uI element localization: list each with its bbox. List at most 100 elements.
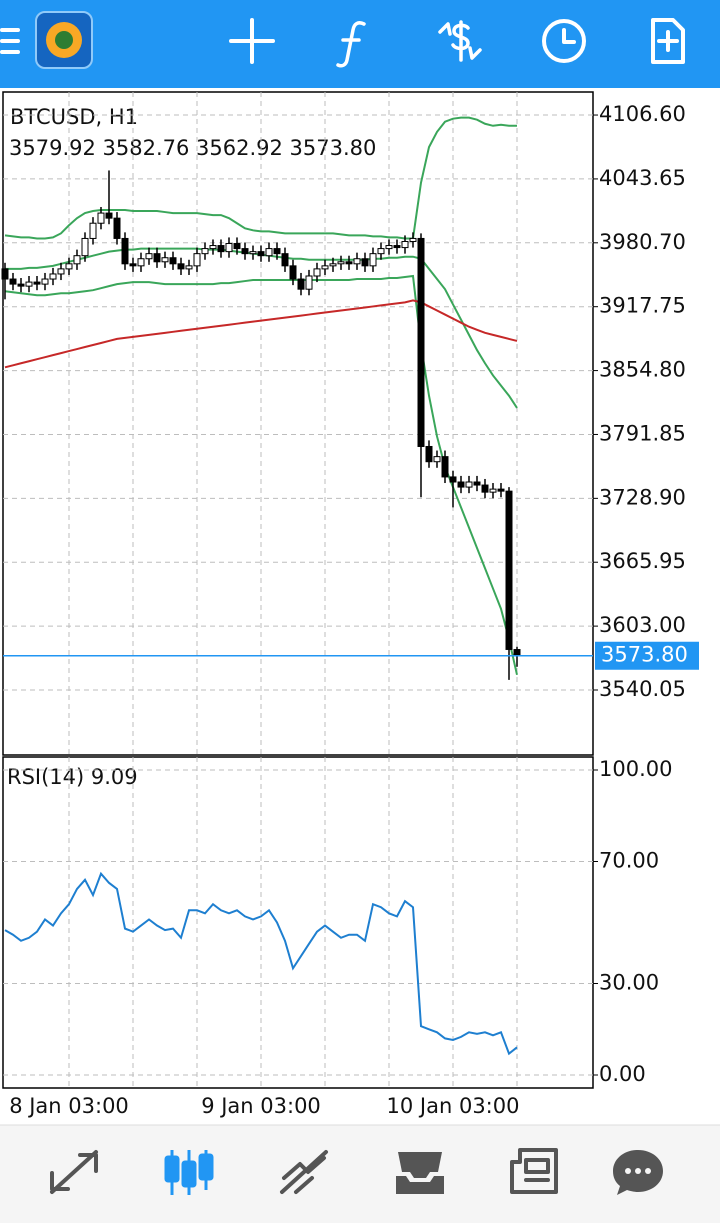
candle-body — [33, 281, 41, 285]
y-tick-label: 3791.85 — [599, 421, 686, 445]
quotes-tab[interactable] — [50, 1150, 98, 1194]
candle-body — [481, 484, 489, 493]
chart-title: BTCUSD, H1 — [10, 105, 138, 129]
candle-body — [9, 278, 17, 285]
candle-body — [137, 258, 145, 267]
candle-body — [289, 265, 297, 280]
candle-body — [65, 263, 73, 270]
candle-body — [353, 258, 361, 265]
app-icon[interactable] — [35, 11, 93, 69]
candle-body — [105, 212, 113, 219]
x-tick-label: 10 Jan 03:00 — [387, 1094, 520, 1118]
chart-tab[interactable] — [164, 1150, 214, 1195]
candle-body — [265, 248, 273, 257]
candle-body — [345, 261, 353, 265]
candle-body — [313, 268, 321, 277]
history-button[interactable] — [542, 19, 586, 63]
candle-body — [185, 265, 193, 270]
crosshair-button[interactable] — [229, 18, 275, 64]
price-label-box — [595, 641, 699, 670]
history-tab[interactable] — [396, 1152, 444, 1194]
x-tick-label: 8 Jan 03:00 — [9, 1094, 129, 1118]
candle-body — [369, 253, 377, 267]
candle-body — [169, 257, 177, 265]
y-tick-label: 3854.80 — [599, 358, 686, 382]
candle-body — [49, 273, 57, 280]
candle-body — [321, 265, 329, 270]
trade-button[interactable] — [438, 20, 482, 62]
y-tick-label: 3603.00 — [599, 613, 686, 637]
y-tick-label: 100.00 — [599, 757, 672, 781]
bottom-bar — [0, 1125, 720, 1223]
candle-body — [201, 248, 209, 255]
y-tick-label: 3728.90 — [599, 485, 686, 509]
candle-body — [473, 481, 481, 486]
news-tab[interactable] — [510, 1148, 558, 1194]
line — [4, 274, 518, 676]
candle-body — [425, 445, 433, 463]
candle-body — [377, 248, 385, 255]
candle-body — [225, 243, 233, 253]
candle-body — [177, 263, 185, 270]
candle-body — [129, 263, 137, 267]
top-bar — [0, 0, 720, 88]
y-tick-label: 3665.95 — [599, 549, 686, 573]
candle-body — [249, 251, 257, 255]
candle-body — [217, 245, 225, 253]
rsi-title: RSI(14) 9.09 — [7, 765, 138, 789]
candle-body — [153, 253, 161, 263]
y-tick-label: 4106.60 — [599, 102, 686, 126]
candle-body — [193, 253, 201, 267]
candle-body — [465, 481, 473, 488]
x-tick-label: 9 Jan 03:00 — [201, 1094, 321, 1118]
line — [4, 299, 518, 369]
line — [4, 871, 518, 1056]
y-tick-label: 70.00 — [599, 848, 659, 872]
candle-body — [409, 237, 417, 242]
candle-body — [89, 222, 97, 239]
candle-body — [73, 255, 81, 265]
chat-tab[interactable] — [613, 1150, 663, 1195]
candle-body — [161, 257, 169, 263]
trade-tab[interactable] — [280, 1150, 328, 1194]
candle-body — [57, 268, 65, 275]
candle-body — [81, 237, 89, 257]
y-tick-label: 3540.05 — [599, 677, 686, 701]
candle-body — [17, 283, 25, 287]
y-tick-label: 0.00 — [599, 1062, 646, 1086]
candle-body — [433, 456, 441, 463]
y-tick-label: 4043.65 — [599, 166, 686, 190]
candle-body — [145, 253, 153, 260]
menu-button[interactable] — [0, 28, 20, 54]
price-panel — [2, 91, 594, 756]
rsi-panel — [2, 756, 594, 1089]
candle-body — [273, 248, 281, 255]
candle-body — [449, 476, 457, 483]
candle-body — [297, 278, 305, 290]
candle-body — [233, 243, 241, 250]
candle-body — [513, 649, 521, 657]
candle-body — [497, 488, 505, 492]
candle-body — [113, 217, 121, 239]
candle-body — [393, 245, 401, 249]
indicators-button[interactable] — [336, 21, 366, 68]
candle-body — [329, 263, 337, 267]
candle-body — [281, 253, 289, 267]
candle-body — [457, 481, 465, 488]
new-order-button[interactable] — [651, 18, 685, 64]
candle-body — [489, 488, 497, 493]
candle-body — [441, 456, 449, 478]
y-tick-label: 3917.75 — [599, 294, 686, 318]
candle-body — [305, 275, 313, 290]
candle-body — [97, 212, 105, 224]
candle-body — [417, 237, 425, 447]
y-tick-label: 3980.70 — [599, 230, 686, 254]
candle-body — [41, 278, 49, 285]
line — [4, 116, 517, 240]
candle-body — [1, 268, 9, 280]
y-tick-label: 30.00 — [599, 971, 659, 995]
candle-body — [241, 248, 249, 255]
price-label: 3573.80 — [601, 643, 688, 667]
